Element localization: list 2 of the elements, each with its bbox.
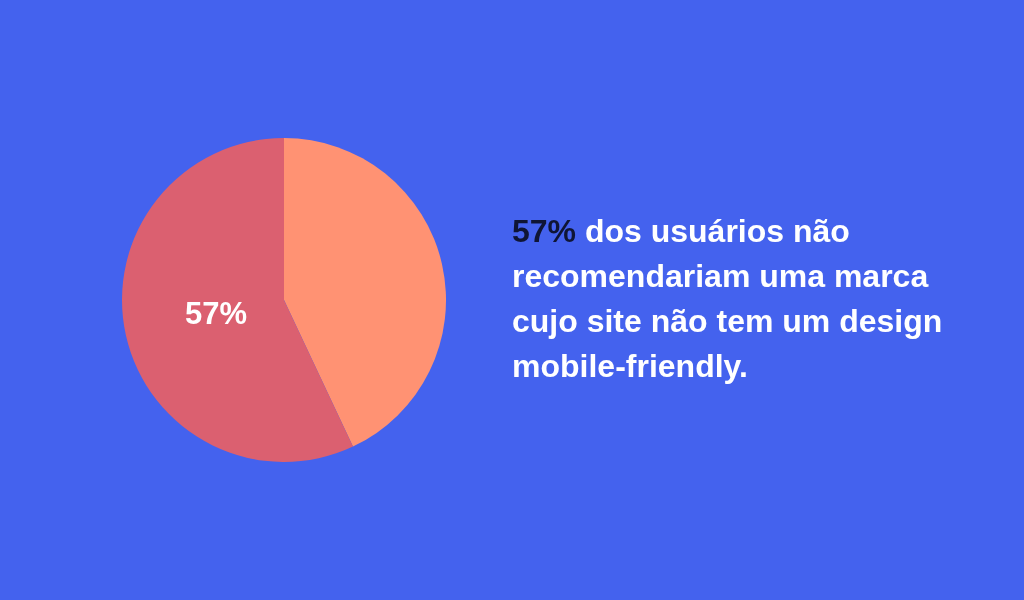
data-label: 57%: [184, 295, 248, 331]
text: 57% dos usuários não recomendariam uma marca cujo site não tem um design mobile-friendly.: [512, 213, 943, 384]
